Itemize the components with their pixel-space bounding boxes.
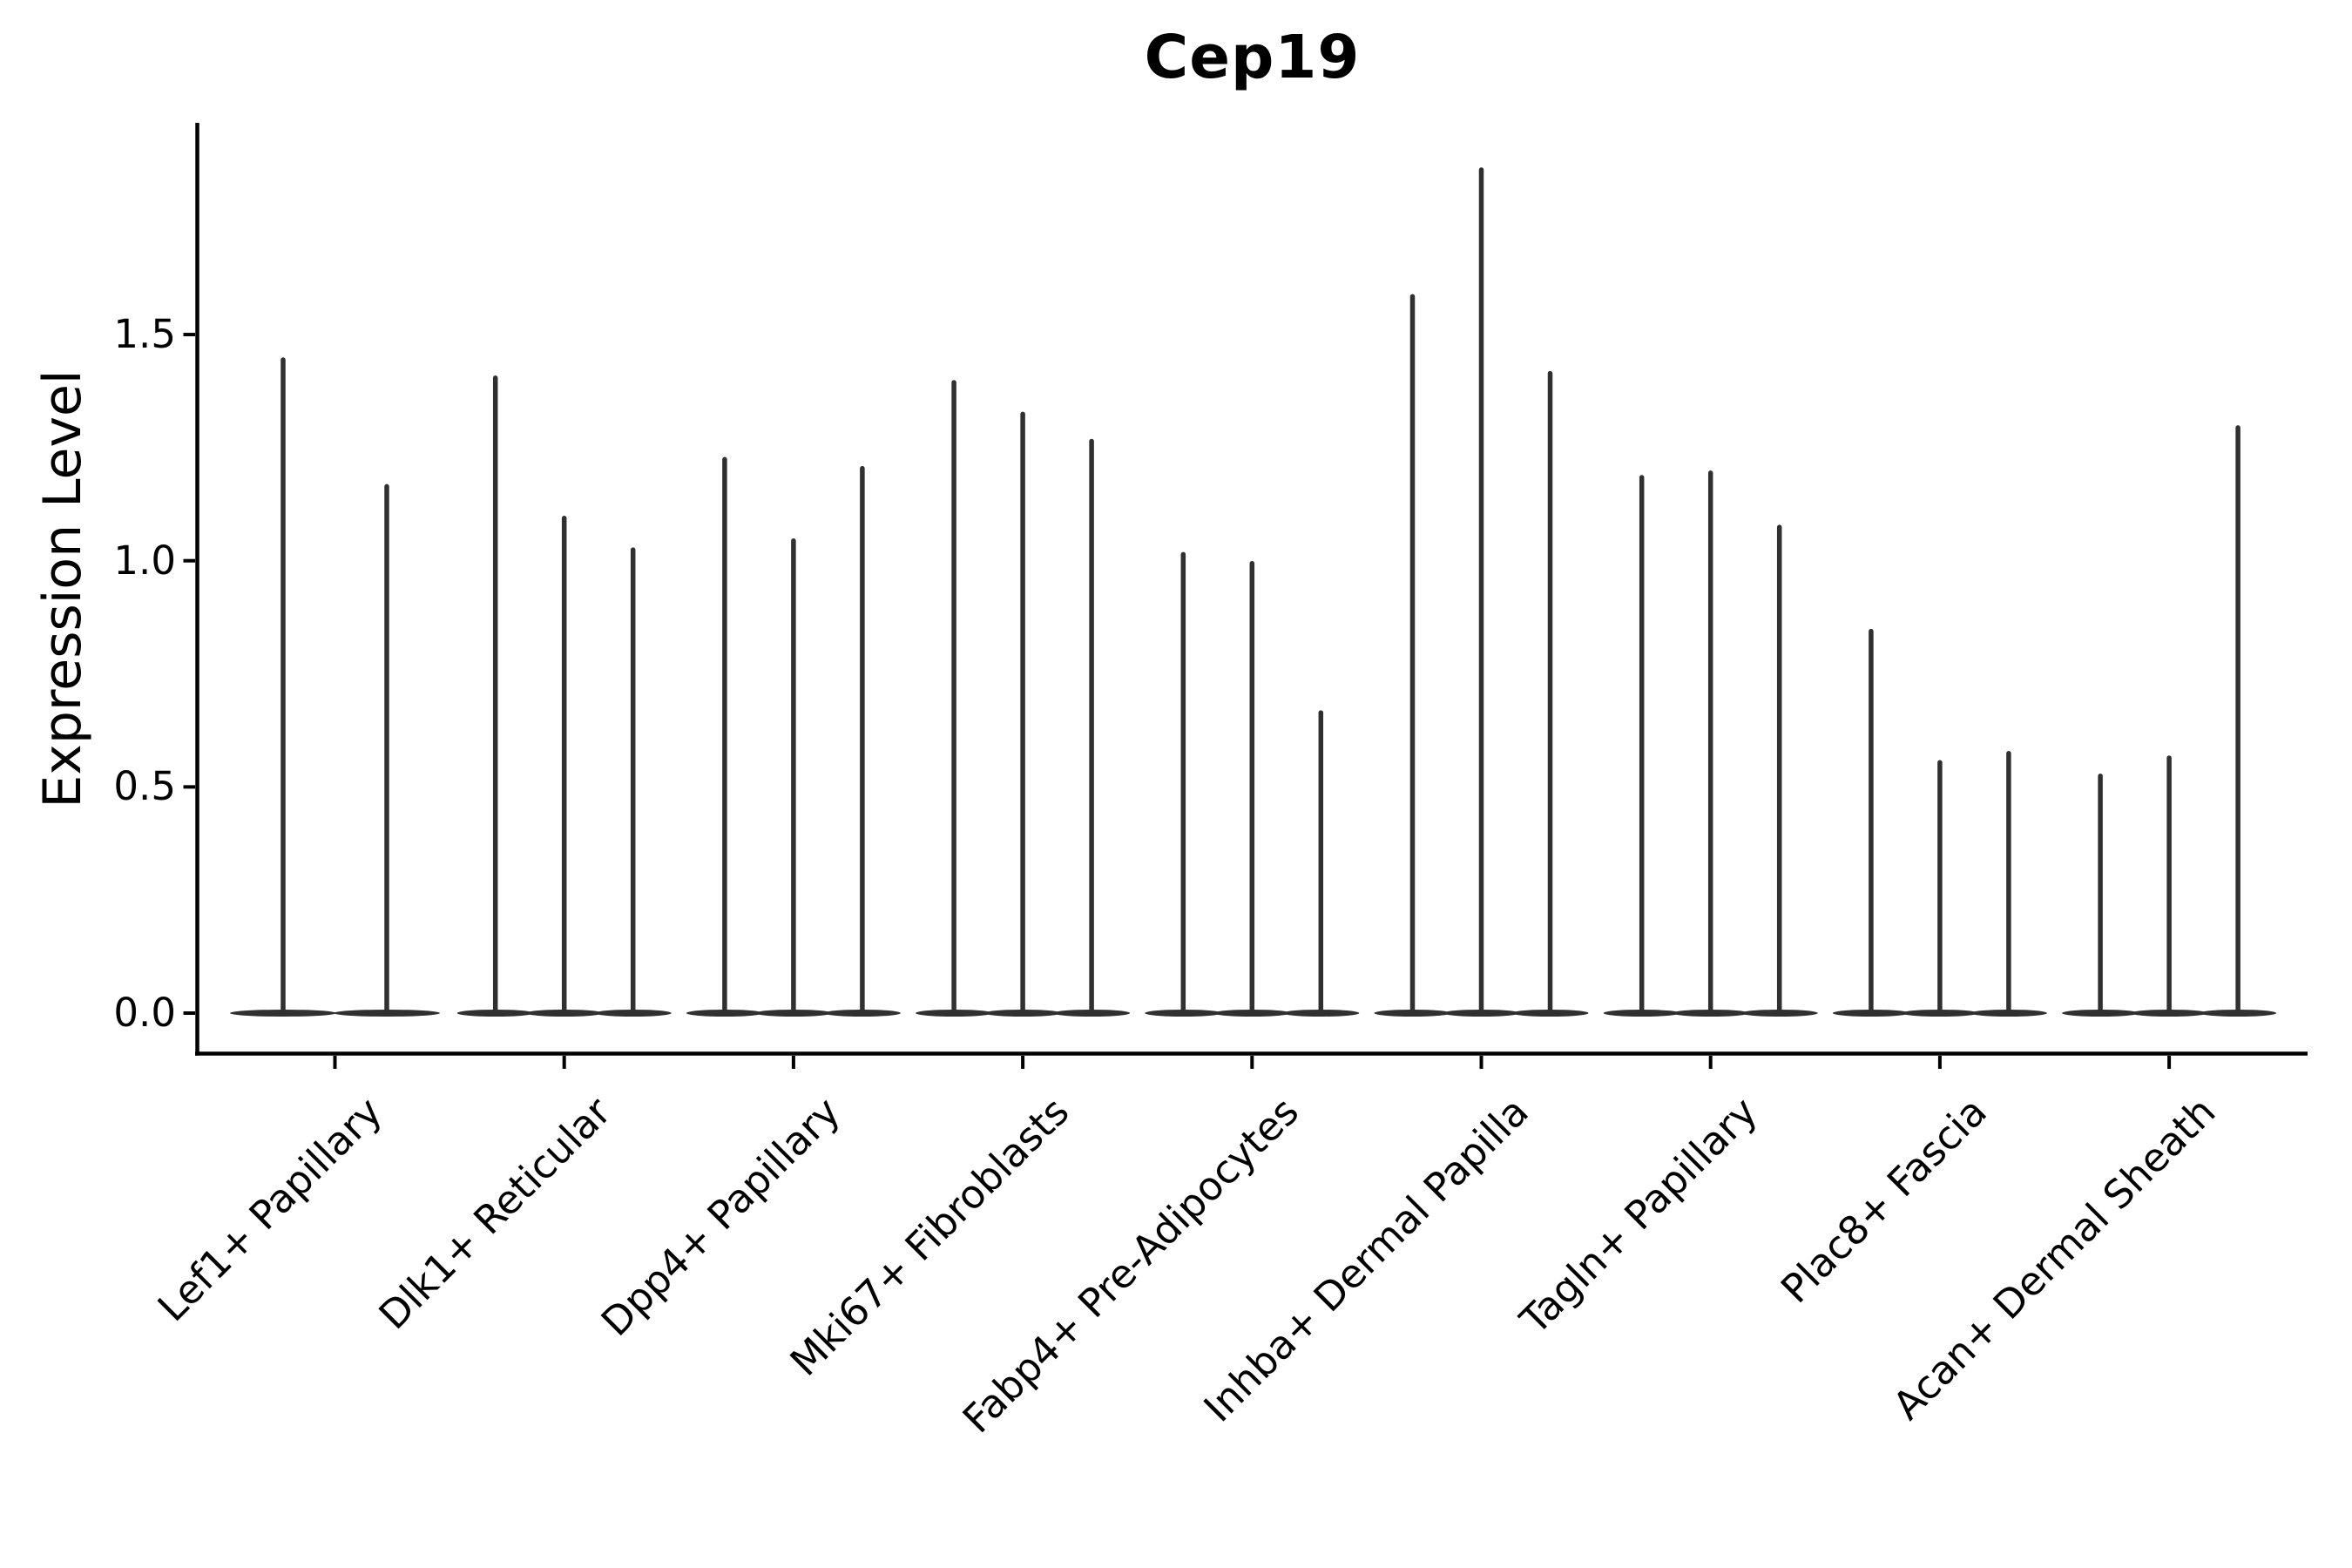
y-tick-label-0: 0.0 — [113, 990, 176, 1036]
y-tick-label-0.5: 0.5 — [113, 763, 176, 809]
violin-series — [230, 167, 2277, 1017]
y-tick-label-1.5: 1.5 — [113, 311, 176, 357]
y-axis-label: Expression Level — [32, 369, 93, 808]
chart-title: Cep19 — [1144, 23, 1361, 92]
y-tick-label-1.0: 1.0 — [113, 537, 176, 584]
axis-ticks — [183, 333, 2172, 1069]
